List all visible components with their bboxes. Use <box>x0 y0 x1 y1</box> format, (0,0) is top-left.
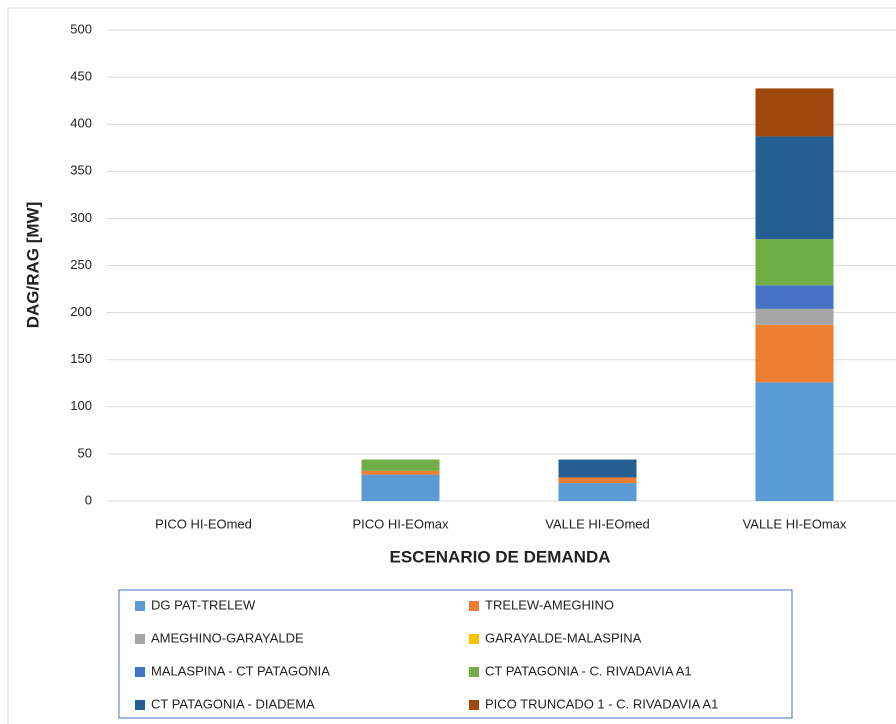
y-tick-label: 300 <box>70 210 92 225</box>
bar-segment <box>755 382 834 501</box>
legend-label: GARAYALDE-MALASPINA <box>485 630 642 645</box>
legend-swatch <box>469 700 479 710</box>
bar-segment <box>558 483 637 501</box>
bar-segment <box>755 324 834 383</box>
legend-label: AMEGHINO-GARAYALDE <box>151 630 304 645</box>
legend-swatch <box>135 667 145 677</box>
legend-swatch <box>469 634 479 644</box>
legend-swatch <box>135 700 145 710</box>
bar-segment <box>361 459 440 471</box>
legend-label: CT PATAGONIA - C. RIVADAVIA A1 <box>485 663 692 678</box>
x-tick-label: VALLE HI-EOmed <box>545 516 650 531</box>
x-tick-label: PICO HI-EOmed <box>155 516 252 531</box>
bar-segment <box>755 239 834 286</box>
y-tick-label: 500 <box>70 21 92 36</box>
bar-segment <box>361 470 440 475</box>
y-tick-label: 250 <box>70 257 92 272</box>
y-tick-label: 0 <box>85 492 92 507</box>
legend-label: DG PAT-TRELEW <box>151 597 256 612</box>
legend-swatch <box>135 601 145 611</box>
bar-segment <box>755 308 834 325</box>
y-tick-label: 450 <box>70 69 92 84</box>
legend-label: TRELEW-AMEGHINO <box>485 597 614 612</box>
bar-segment <box>755 88 834 137</box>
legend-label: CT PATAGONIA - DIADEMA <box>151 696 315 711</box>
legend-swatch <box>135 634 145 644</box>
y-tick-label: 400 <box>70 116 92 131</box>
legend-box <box>118 589 793 719</box>
y-tick-label: 350 <box>70 163 92 178</box>
y-tick-label: 150 <box>70 351 92 366</box>
bar-segment <box>755 136 834 240</box>
legend-label: MALASPINA - CT PATAGONIA <box>151 663 330 678</box>
y-tick-label: 100 <box>70 398 92 413</box>
bar-segment <box>558 477 637 484</box>
legend-swatch <box>469 667 479 677</box>
legend-label: PICO TRUNCADO 1 - C. RIVADAVIA A1 <box>485 696 718 711</box>
y-axis-title: DAG/RAG [MW] <box>23 202 42 329</box>
legend-swatch <box>469 601 479 611</box>
bar-segment <box>361 474 440 501</box>
x-axis-title: ESCENARIO DE DEMANDA <box>389 547 610 566</box>
y-tick-label: 50 <box>78 445 92 460</box>
x-tick-label: PICO HI-EOmax <box>352 516 449 531</box>
x-tick-label: VALLE HI-EOmax <box>743 516 847 531</box>
bar-segment <box>755 285 834 309</box>
bar-segment <box>558 459 637 478</box>
y-tick-label: 200 <box>70 304 92 319</box>
